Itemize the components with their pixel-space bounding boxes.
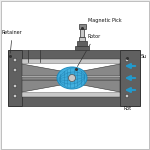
- Circle shape: [125, 94, 129, 98]
- FancyBboxPatch shape: [80, 29, 84, 37]
- Circle shape: [13, 94, 17, 98]
- FancyBboxPatch shape: [22, 59, 120, 64]
- FancyBboxPatch shape: [22, 92, 120, 97]
- FancyBboxPatch shape: [120, 50, 140, 106]
- FancyBboxPatch shape: [22, 64, 120, 92]
- Circle shape: [125, 58, 129, 62]
- FancyBboxPatch shape: [1, 1, 149, 149]
- Text: Magnetic Pick: Magnetic Pick: [85, 18, 122, 27]
- FancyBboxPatch shape: [77, 41, 87, 46]
- Circle shape: [13, 58, 17, 62]
- Circle shape: [13, 68, 17, 72]
- Text: Su: Su: [141, 54, 147, 58]
- Ellipse shape: [57, 67, 87, 89]
- FancyBboxPatch shape: [78, 24, 86, 29]
- Polygon shape: [72, 80, 120, 92]
- Polygon shape: [22, 64, 72, 76]
- FancyBboxPatch shape: [8, 50, 22, 106]
- FancyBboxPatch shape: [75, 46, 89, 50]
- FancyBboxPatch shape: [79, 37, 85, 41]
- Polygon shape: [72, 64, 120, 76]
- Circle shape: [13, 84, 17, 88]
- FancyBboxPatch shape: [22, 94, 120, 106]
- Circle shape: [69, 75, 75, 81]
- Text: Retainer: Retainer: [2, 30, 23, 53]
- Text: Rot: Rot: [124, 106, 132, 111]
- FancyBboxPatch shape: [22, 76, 120, 80]
- Polygon shape: [22, 80, 72, 92]
- FancyBboxPatch shape: [22, 50, 120, 62]
- Text: Rotor: Rotor: [77, 34, 101, 67]
